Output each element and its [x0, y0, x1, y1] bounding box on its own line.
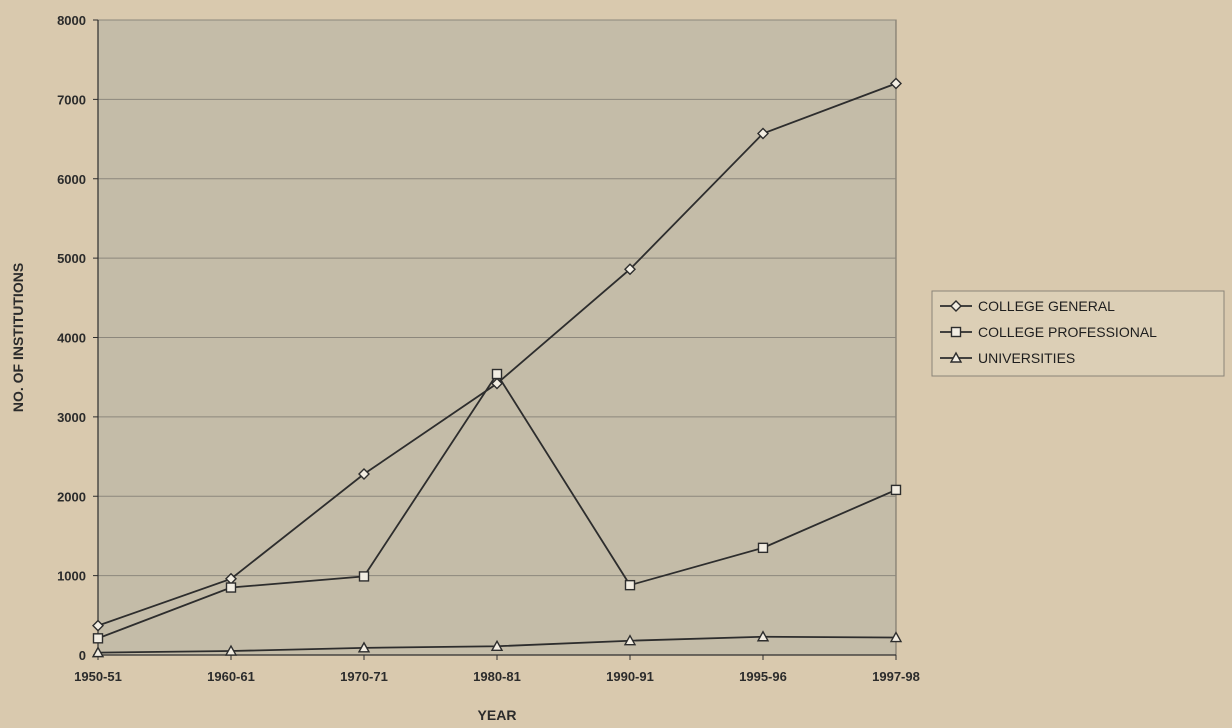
legend: COLLEGE GENERAL COLLEGE PROFESSIONAL UNIVE… — [931, 290, 1225, 377]
x-tick-label: 1990-91 — [606, 669, 654, 684]
y-axis-title: NO. OF INSTITUTIONS — [10, 263, 26, 412]
legend-item: COLLEGE PROFESSIONAL — [940, 324, 1157, 340]
data-point — [358, 468, 370, 481]
data-point — [91, 646, 105, 658]
series-college-general — [92, 77, 902, 632]
data-point — [890, 77, 902, 90]
series-universities — [91, 630, 903, 658]
data-point — [624, 263, 636, 276]
y-tick-label: 2000 — [57, 489, 86, 504]
y-tick-label: 3000 — [57, 410, 86, 425]
y-axis-ticks: 0 1000 2000 3000 4000 5000 6000 7000 8000 — [57, 13, 98, 663]
data-point — [757, 542, 769, 554]
x-axis-title: YEAR — [478, 707, 517, 723]
legend-marker — [950, 300, 962, 312]
legend-box — [931, 290, 1225, 377]
x-tick-label: 1995-96 — [739, 669, 787, 684]
x-axis-ticks: 1950-51 1960-61 1970-71 1980-81 1990-91 1995-… — [74, 655, 920, 684]
data-point — [92, 633, 104, 644]
legend-label: UNIVERSITIES — [978, 350, 1075, 366]
y-tick-label: 8000 — [57, 13, 86, 28]
data-point — [225, 582, 237, 593]
y-tick-label: 7000 — [57, 92, 86, 107]
legend-marker — [949, 351, 963, 363]
data-point — [358, 571, 370, 582]
data-point — [357, 641, 371, 653]
x-tick-label: 1980-81 — [473, 669, 521, 684]
series-layer — [91, 77, 903, 658]
data-point — [490, 639, 504, 651]
data-point — [756, 630, 770, 642]
x-tick-label: 1950-51 — [74, 669, 122, 684]
data-point — [890, 484, 902, 496]
x-tick-label: 1960-61 — [207, 669, 255, 684]
data-point — [491, 368, 503, 380]
legend-label: COLLEGE GENERAL — [978, 298, 1115, 314]
x-tick-label: 1970-71 — [340, 669, 388, 684]
data-point — [757, 127, 769, 140]
legend-marker — [950, 326, 962, 338]
legend-item: UNIVERSITIES — [940, 350, 1075, 366]
y-tick-label: 5000 — [57, 251, 86, 266]
data-point — [224, 644, 238, 656]
data-point — [624, 579, 636, 591]
data-point — [92, 619, 104, 632]
y-tick-label: 4000 — [57, 331, 86, 346]
data-point — [623, 634, 637, 646]
x-tick-label: 1997-98 — [872, 669, 920, 684]
series-college-professional — [92, 368, 902, 644]
y-tick-label: 6000 — [57, 172, 86, 187]
data-point — [491, 377, 503, 390]
data-point — [889, 631, 903, 643]
legend-label: COLLEGE PROFESSIONAL — [978, 324, 1157, 340]
y-tick-label: 0 — [79, 648, 86, 663]
y-tick-label: 1000 — [57, 569, 86, 584]
legend-item: COLLEGE GENERAL — [940, 298, 1115, 314]
